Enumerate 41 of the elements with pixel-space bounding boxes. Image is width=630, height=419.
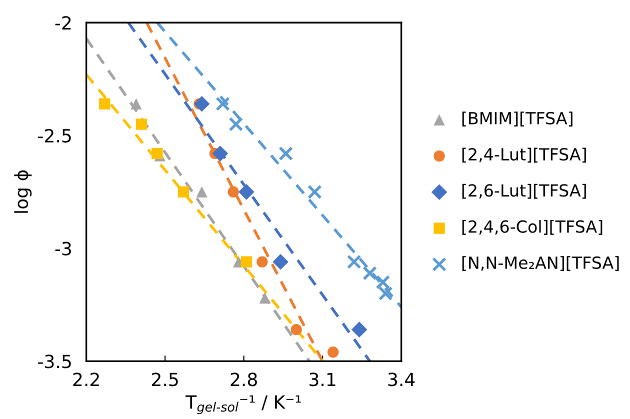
point <box>376 274 390 290</box>
point <box>307 184 322 200</box>
y-tick-label: -3 <box>55 242 71 256</box>
point <box>152 148 163 160</box>
point <box>194 96 210 112</box>
point <box>362 266 378 280</box>
point <box>378 286 393 301</box>
y-tick-label: -2 <box>55 16 71 30</box>
point <box>196 186 208 198</box>
x-axis-title: T$_{gel‐sol}$⁻¹ / K⁻¹ <box>186 395 301 414</box>
point <box>240 256 252 268</box>
x-tick-label: 2.5 <box>152 372 178 386</box>
point <box>228 186 239 198</box>
x-tick-label: 3.4 <box>388 372 415 386</box>
point <box>178 186 190 198</box>
legend-label: [BMIM][TFSA] <box>462 112 572 126</box>
point <box>351 322 368 338</box>
point <box>256 256 268 268</box>
point <box>228 116 244 132</box>
y-axis-title: log ϕ <box>14 170 32 213</box>
point <box>130 98 142 110</box>
point <box>346 254 362 270</box>
point <box>327 346 339 358</box>
legend-label: [N,N-Me₂AN][TFSA] <box>462 256 619 271</box>
y-tick-label: -3.5 <box>38 354 71 368</box>
y-tick-label: -2.5 <box>38 128 71 143</box>
point <box>216 96 230 112</box>
legend-label: [2,4-Lut][TFSA] <box>462 148 586 163</box>
x-tick-label: 2.8 <box>230 372 257 386</box>
point <box>99 98 110 110</box>
x-tick-label: 3.1 <box>310 372 336 386</box>
point <box>272 254 288 270</box>
point <box>278 146 294 161</box>
point <box>136 118 148 130</box>
point <box>212 146 228 162</box>
legend-label: [2,6-Lut][TFSA] <box>462 184 586 199</box>
point <box>290 324 302 336</box>
x-tick-label: 2.2 <box>73 372 99 386</box>
point <box>259 292 270 304</box>
legend-label: [2,4,6-Col][TFSA] <box>462 220 602 235</box>
point <box>238 184 254 200</box>
